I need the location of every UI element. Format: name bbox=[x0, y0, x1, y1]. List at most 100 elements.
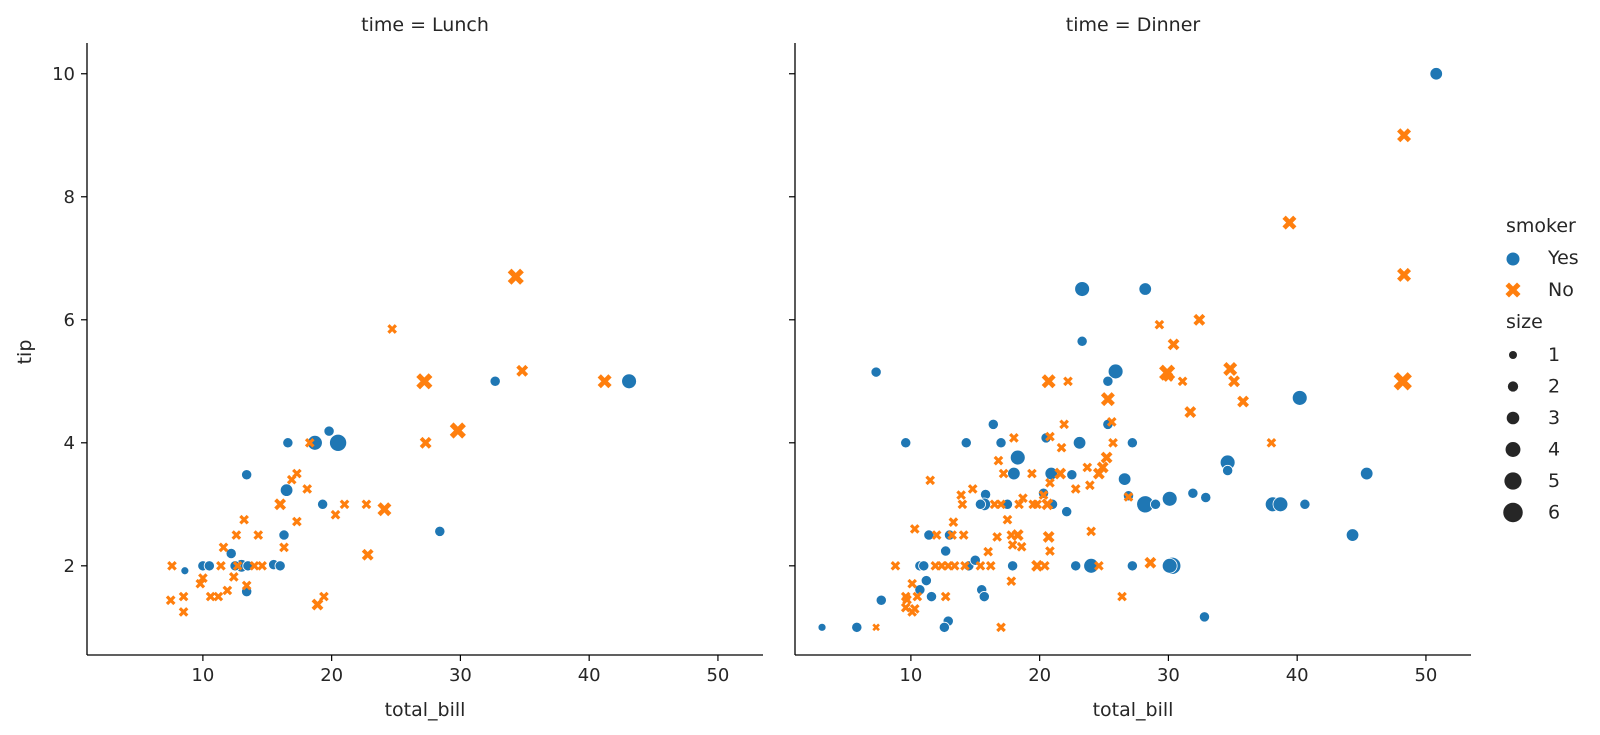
scatter-point-no bbox=[195, 578, 206, 589]
scatter-point-no bbox=[1045, 477, 1055, 488]
legend-size-label: 3 bbox=[1548, 407, 1560, 429]
scatter-point-no bbox=[449, 422, 466, 439]
scatter-point-no bbox=[178, 607, 189, 617]
scatter-point-no bbox=[205, 591, 216, 602]
scatter-point-yes bbox=[1272, 496, 1289, 513]
scatter-point-no bbox=[909, 524, 920, 534]
scatter-point-yes bbox=[1066, 469, 1078, 481]
scatter-point-no bbox=[361, 499, 372, 510]
scatter-point-no bbox=[419, 436, 432, 449]
scatter-point-yes bbox=[817, 622, 827, 632]
scatter-point-no bbox=[387, 324, 398, 334]
x-axis-label-lunch: total_bill bbox=[385, 699, 466, 721]
scatter-point-no bbox=[1039, 560, 1050, 571]
scatter-point-yes bbox=[1149, 498, 1162, 510]
scatter-point-no bbox=[902, 594, 912, 605]
x-tick-label: 50 bbox=[1414, 665, 1437, 686]
scatter-point-no bbox=[989, 499, 1000, 510]
scatter-point-no bbox=[198, 573, 208, 583]
scatter-point-no bbox=[1177, 376, 1188, 387]
scatter-point-yes bbox=[995, 437, 1007, 449]
scatter-point-no bbox=[1070, 484, 1081, 494]
scatter-point-yes bbox=[1360, 466, 1374, 481]
scatter-point-no bbox=[1045, 431, 1055, 442]
scatter-point-no bbox=[1016, 541, 1027, 552]
legend-size-label: 5 bbox=[1548, 470, 1560, 492]
scatter-point-no bbox=[361, 548, 374, 561]
scatter-point-yes bbox=[1007, 560, 1019, 572]
legend-size-label: 2 bbox=[1548, 376, 1560, 398]
scatter-point-no bbox=[1002, 514, 1013, 525]
scatter-point-no bbox=[178, 591, 189, 602]
scatter-point-no bbox=[1393, 372, 1412, 391]
scatter-point-no bbox=[931, 530, 942, 540]
scatter-point-no bbox=[1092, 467, 1105, 480]
scatter-point-no bbox=[241, 580, 252, 591]
legend-size-title: size bbox=[1506, 311, 1543, 333]
scatter-point-yes bbox=[1107, 363, 1124, 380]
scatter-point-no bbox=[985, 560, 996, 571]
scatter-point-no bbox=[909, 604, 920, 614]
scatter-point-no bbox=[1397, 267, 1412, 282]
scatter-point-no bbox=[302, 484, 313, 494]
scatter-point-yes bbox=[1072, 436, 1087, 450]
scatter-point-yes bbox=[1161, 490, 1178, 507]
x-tick-label: 20 bbox=[320, 665, 343, 686]
legend-size-marker bbox=[1506, 411, 1520, 425]
legend-size-marker bbox=[1507, 381, 1519, 392]
legend-size-marker bbox=[1505, 442, 1521, 457]
scatter-point-yes bbox=[317, 498, 329, 510]
scatter-point-no bbox=[222, 585, 233, 596]
scatter-point-yes bbox=[282, 437, 294, 449]
scatter-point-no bbox=[1193, 313, 1206, 326]
scatter-point-no bbox=[947, 530, 957, 540]
scatter-point-no bbox=[983, 546, 993, 557]
scatter-point-no bbox=[319, 591, 329, 602]
scatter-point-yes bbox=[918, 560, 930, 572]
scatter-point-no bbox=[311, 598, 324, 611]
scatter-point-no bbox=[1045, 546, 1055, 556]
scatter-point-no bbox=[1054, 467, 1067, 480]
legend-size-label: 1 bbox=[1548, 344, 1560, 366]
scatter-point-yes bbox=[279, 483, 294, 497]
scatter-point-no bbox=[872, 623, 880, 632]
scatter-point-yes bbox=[987, 418, 999, 430]
scatter-point-no bbox=[960, 560, 970, 571]
scatter-point-yes bbox=[225, 547, 237, 560]
scatter-point-yes bbox=[978, 591, 990, 603]
scatter-point-yes bbox=[1074, 281, 1090, 297]
scatter-point-no bbox=[377, 502, 392, 517]
scatter-point-no bbox=[1106, 417, 1117, 427]
x-tick-label: 50 bbox=[706, 665, 729, 686]
scatter-point-yes bbox=[1102, 375, 1114, 387]
scatter-point-yes bbox=[875, 594, 887, 606]
legend-marker-no bbox=[1505, 282, 1521, 298]
legend-size-marker bbox=[1509, 351, 1517, 359]
scatter-point-yes bbox=[1161, 557, 1178, 574]
scatter-point-no bbox=[1094, 560, 1104, 571]
legend-size-marker bbox=[1504, 472, 1522, 490]
scatter-point-no bbox=[907, 578, 918, 589]
scatter-point-yes bbox=[1345, 528, 1360, 542]
legend: smoker Yes No size 1 2 3 4 5 6 bbox=[1503, 215, 1579, 524]
scatter-point-yes bbox=[1187, 487, 1199, 499]
x-tick-label: 10 bbox=[899, 665, 922, 686]
scatter-point-no bbox=[1163, 372, 1174, 382]
scatter-point-no bbox=[1117, 591, 1127, 602]
scatter-point-no bbox=[1086, 526, 1096, 537]
scatter-point-no bbox=[416, 373, 433, 390]
scatter-point-no bbox=[1184, 406, 1197, 418]
legend-size-label: 4 bbox=[1548, 439, 1560, 461]
scatter-point-no bbox=[957, 499, 968, 510]
scatter-point-no bbox=[286, 474, 297, 485]
scatter-point-no bbox=[1154, 319, 1165, 330]
scatter-point-no bbox=[925, 475, 936, 486]
scatter-point-yes bbox=[1007, 466, 1021, 481]
legend-label-yes: Yes bbox=[1547, 247, 1579, 269]
scatter-point-yes bbox=[241, 469, 253, 481]
scatter-point-yes bbox=[1061, 506, 1073, 518]
scatter-point-no bbox=[930, 560, 941, 571]
scatter-point-no bbox=[1282, 215, 1297, 230]
scatter-point-no bbox=[1159, 364, 1176, 381]
scatter-point-no bbox=[1223, 361, 1238, 376]
